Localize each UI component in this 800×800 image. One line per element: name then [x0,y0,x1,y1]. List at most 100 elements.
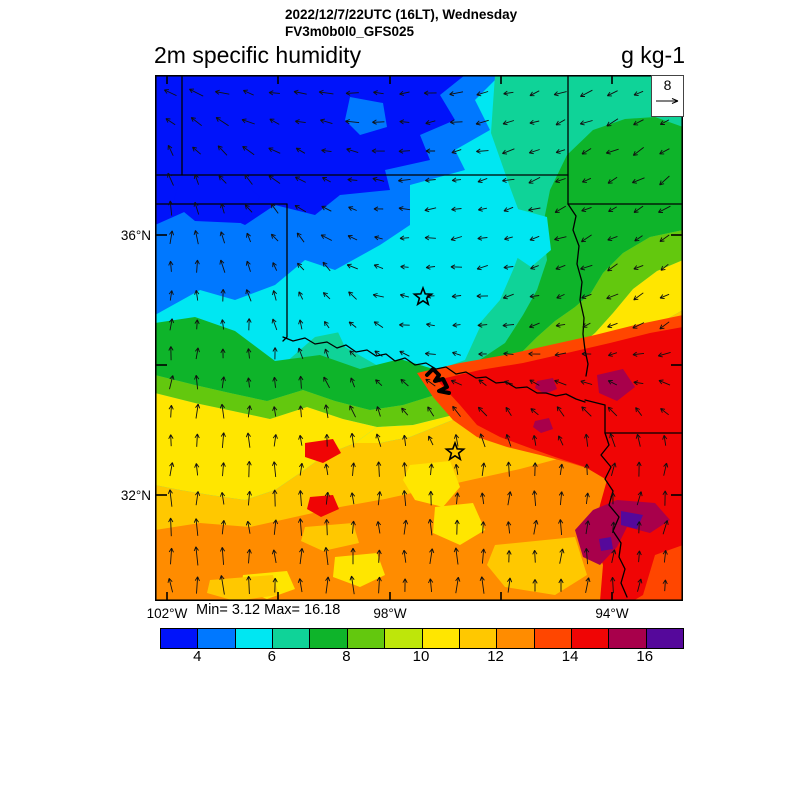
wind-arrow [504,235,513,241]
wind-arrow [401,407,409,416]
wind-arrow [556,406,565,417]
wind-arrow [555,322,566,328]
wind-arrow [428,463,434,476]
wind-arrow [246,575,252,595]
wind-arrow [220,203,225,214]
wind-arrow [219,403,225,419]
wind-arrow [193,230,199,245]
colorbar-segment [161,629,199,648]
star-marker [412,285,434,307]
wind-arrow [194,259,200,273]
colorbar-segment [385,629,423,648]
wind-arrow [475,119,489,126]
wind-arrow [168,404,174,418]
wind-arrow [532,579,538,592]
wind-arrow [168,434,174,447]
wind-arrow [662,520,669,535]
wind-arrow [169,318,175,331]
valid-time-title: 2022/12/7/22UTC (16LT), Wednesday [285,7,518,22]
lon-label-102w: 102°W [146,606,188,621]
wind-arrow [476,264,488,271]
wind-arrow [272,376,278,388]
wind-arrow [662,579,668,592]
colorbar-tick-label: 12 [487,648,504,665]
wind-arrow [373,321,384,328]
wind-arrow [193,546,199,566]
wind-arrow [425,378,436,387]
wind-arrow [529,322,540,329]
wind-arrow [296,232,305,243]
wind-arrow [195,491,201,506]
wind-arrow [324,519,330,536]
wind-arrow [635,407,643,416]
wind-arrow [657,351,671,358]
colorbar-tick-label: 8 [342,648,351,665]
wind-arrow [658,205,671,213]
wind-arrow [376,491,383,506]
colorbar-tick-label: 6 [267,648,277,665]
wind-arrow [272,519,279,535]
wind-arrow [584,463,590,476]
wind-arrow [579,120,593,126]
wind-arrow [555,148,566,154]
wind-arrow [322,292,331,300]
wind-arrow [425,264,436,270]
wind-arrow [660,263,669,271]
wind-arrow [193,173,200,185]
wind-arrow [168,517,174,537]
wind-arrow [167,144,174,156]
wind-arrow [663,462,669,476]
wind-arrow [241,118,255,125]
wind-arrow [558,463,564,475]
wind-arrow [505,406,512,417]
wind-arrow [165,118,176,126]
wind-arrow [246,318,252,331]
wind-arrow [169,230,175,244]
wind-arrow [659,175,670,186]
wind-arrow [398,148,411,154]
wind-arrow [502,148,515,155]
wind-arrow [585,520,591,535]
wind-arrow [246,548,252,564]
wind-arrow [610,576,616,594]
wind-arrow [424,235,436,241]
humidity-field [155,75,683,601]
wind-arrow [427,406,435,417]
wind-arrow [372,119,385,125]
wind-arrow [424,351,436,357]
wind-arrow [662,550,668,563]
wind-arrow [532,435,538,446]
wind-arrow [194,290,200,301]
wind-arrow [401,549,408,563]
wind-arrow [190,117,202,127]
wind-arrow [219,259,226,273]
wind-arrow [477,177,488,183]
wind-arrow [605,148,619,155]
wind-arrow [660,408,669,416]
wind-arrow [167,489,173,507]
wind-arrow [633,205,644,213]
wind-arrow [323,376,330,389]
wind-arrow [294,204,307,213]
wind-arrow [555,119,566,126]
wind-arrow [168,290,174,301]
wind-arrow [555,264,566,271]
wind-arrow [424,207,437,213]
wind-arrow [633,90,644,96]
wind-arrow [453,547,459,565]
lon-label-94w: 94°W [595,606,629,621]
wind-arrow [272,577,278,593]
wind-arrow [455,576,461,594]
wind-arrow [528,207,541,213]
wind-arrow [349,350,356,357]
wind-arrow [168,346,174,361]
wind-arrow [318,89,334,95]
wind-arrow [606,90,618,97]
wind-arrow [324,491,330,505]
wind-arrow [375,433,382,447]
wind-arrow [610,462,617,477]
wind-arrow [532,462,538,477]
wind-arrow [581,206,592,213]
wind-arrow [636,521,642,534]
wind-arrow [584,492,590,505]
